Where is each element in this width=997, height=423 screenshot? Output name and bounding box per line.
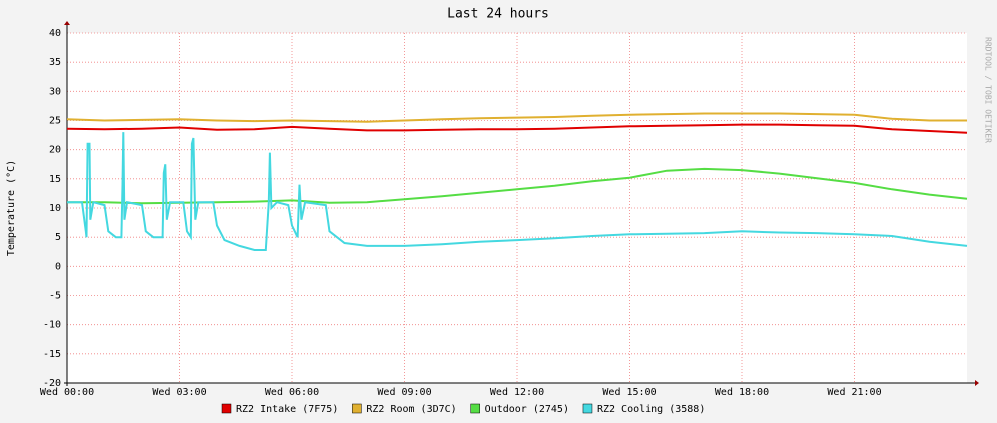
y-tick-label: 10: [49, 203, 61, 214]
series-line: [66, 123, 968, 134]
legend-label: Outdoor (2745): [485, 404, 569, 415]
y-tick-label: -15: [43, 349, 61, 360]
y-tick-label: -20: [43, 378, 61, 389]
legend-swatch: [352, 403, 362, 414]
legend-swatch: [221, 403, 232, 414]
y-axis-label: Temperature (°C): [6, 160, 17, 256]
legend-swatch: [582, 403, 593, 414]
x-tick-label: Wed 18:00: [715, 387, 769, 398]
y-tick-label: -10: [43, 320, 61, 331]
legend-swatch: [470, 403, 480, 414]
legend-label: RZ2 Intake (7F75): [236, 404, 338, 415]
series-line: [67, 132, 968, 251]
x-tick-label: Wed 09:00: [377, 387, 431, 398]
x-tick-label: Wed 15:00: [602, 387, 656, 398]
x-tick-label: Wed 03:00: [152, 387, 206, 398]
series-line: [67, 167, 968, 205]
y-tick-label: 20: [49, 145, 61, 156]
y-tick-label: 0: [55, 261, 61, 272]
y-tick-label: 5: [55, 232, 61, 243]
y-tick-label: 40: [49, 28, 61, 39]
x-tick-label: Wed 06:00: [265, 387, 319, 398]
series-line: [66, 112, 967, 123]
y-tick-label: 35: [49, 57, 61, 68]
x-tick-label: Wed 12:00: [490, 387, 544, 398]
axis-arrow: [64, 21, 70, 25]
watermark: RRDTOOL / TOBI OETIKER: [984, 37, 993, 143]
y-tick-label: 25: [49, 116, 61, 127]
x-tick-label: Wed 00:00: [40, 387, 94, 398]
y-tick-label: 30: [49, 86, 61, 97]
legend-label: RZ2 Cooling (3588): [597, 404, 705, 415]
axis-arrow: [975, 380, 979, 386]
y-tick-label: -5: [49, 291, 61, 302]
y-tick-label: 15: [49, 174, 61, 185]
legend-label: RZ2 Room (3D7C): [366, 404, 456, 415]
chart-title: Last 24 hours: [447, 7, 549, 22]
x-tick-label: Wed 21:00: [827, 387, 881, 398]
